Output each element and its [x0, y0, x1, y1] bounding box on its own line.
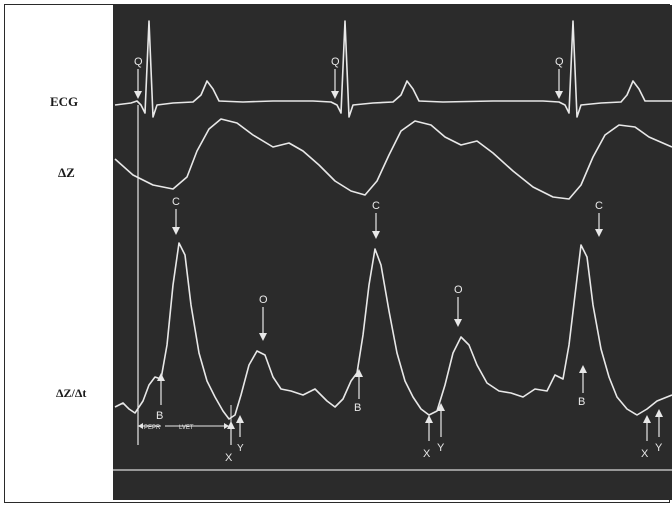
q-arrowhead-1 — [134, 91, 142, 99]
x-arrowhead-2 — [425, 415, 433, 423]
x-marker-2: X — [423, 448, 431, 460]
b-marker-3: B — [578, 396, 585, 408]
panel-background — [113, 5, 672, 500]
pep-label: PEPR — [144, 425, 161, 431]
pep-arrow-left — [138, 423, 143, 429]
x-arrowhead-1 — [227, 421, 235, 429]
c-arrowhead-1 — [172, 227, 180, 235]
o-marker-1: O — [259, 294, 268, 306]
y-arrowhead-3 — [655, 409, 663, 417]
c-arrowhead-3 — [595, 229, 603, 237]
dz-trace — [114, 118, 672, 200]
dzdt-label: ΔZ/Δt — [56, 386, 87, 400]
y-arrowhead-2 — [437, 403, 445, 411]
lvet-arrow-right — [224, 423, 229, 429]
q-marker-1: Q — [134, 56, 143, 68]
x-marker-1: X — [225, 452, 233, 464]
o-arrowhead-2 — [454, 319, 462, 327]
b-marker-2: B — [354, 402, 361, 414]
x-arrowhead-3 — [643, 415, 651, 423]
dzdt-trace — [114, 242, 672, 420]
o-arrowhead-1 — [259, 333, 267, 341]
b-arrowhead-2 — [355, 369, 363, 377]
q-arrowhead-2 — [331, 91, 339, 99]
waveform-panel: Q Q Q C C C O O B B B — [113, 5, 672, 500]
y-marker-1: Y — [237, 443, 244, 454]
c-marker-1: C — [172, 196, 180, 208]
q-marker-3: Q — [555, 56, 564, 68]
q-arrowhead-3 — [555, 91, 563, 99]
o-marker-2: O — [454, 284, 463, 296]
lvet-label: LVET — [179, 425, 194, 431]
q-marker-2: Q — [331, 56, 340, 68]
y-marker-3: Y — [655, 442, 663, 454]
c-arrowhead-2 — [372, 231, 380, 239]
b-arrowhead-1 — [157, 373, 165, 381]
x-marker-3: X — [641, 448, 649, 460]
ecg-label: ECG — [50, 94, 79, 109]
c-marker-3: C — [595, 200, 603, 212]
dz-label: ΔZ — [58, 165, 75, 180]
ecg-trace — [114, 20, 672, 118]
b-arrowhead-3 — [579, 365, 587, 373]
c-marker-2: C — [372, 200, 380, 212]
waveform-svg: Q Q Q C C C O O B B B — [113, 5, 672, 500]
y-marker-2: Y — [437, 442, 445, 454]
y-arrowhead-1 — [236, 415, 244, 423]
b-marker-1: B — [156, 410, 163, 422]
